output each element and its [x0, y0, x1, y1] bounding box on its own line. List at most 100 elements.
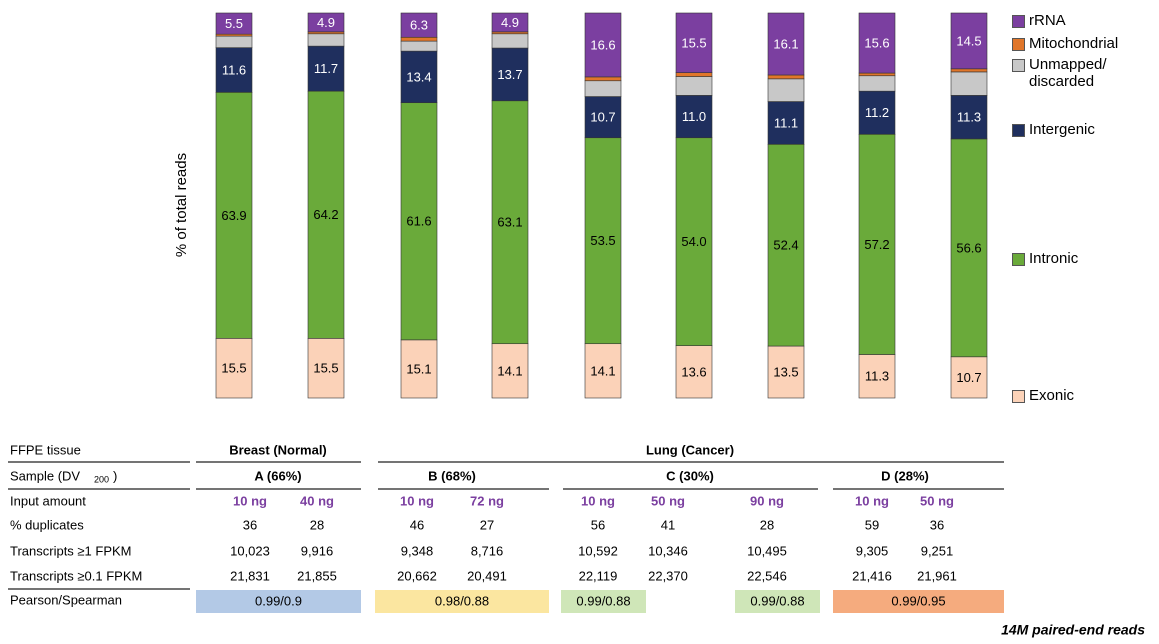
bar-segment	[858, 133, 896, 355]
bar-segment	[400, 40, 438, 52]
bar-segment	[950, 95, 988, 140]
legend-label: Intronic	[1029, 250, 1079, 267]
legend-swatch	[1012, 15, 1025, 28]
data-label: 15.1	[406, 361, 431, 376]
bar-segment	[215, 35, 253, 48]
table-cell: 36	[243, 517, 257, 532]
data-label: 11.1	[774, 115, 798, 130]
legend-label: Intergenic	[1029, 121, 1095, 138]
bar-segment	[307, 338, 345, 399]
table-cell: 0.99/0.9	[255, 593, 302, 608]
bar-segment	[767, 143, 805, 347]
bar-segment	[675, 95, 713, 139]
data-label: 11.3	[865, 369, 889, 384]
data-label: 6.3	[410, 18, 428, 33]
sample-header: D (28%)	[881, 468, 929, 483]
legend-label: Unmapped/ discarded	[1029, 56, 1107, 90]
row-label-sub: 200	[94, 474, 109, 484]
group-header: Lung (Cancer)	[646, 442, 734, 457]
row-label: Input amount	[10, 493, 86, 508]
bar-segment	[767, 74, 805, 80]
table-cell: 56	[591, 517, 605, 532]
data-label: 5.5	[225, 16, 243, 31]
cell-background	[833, 590, 1004, 613]
table-cell: 21,416	[852, 568, 892, 583]
bar-segment	[491, 12, 529, 33]
data-label: 15.6	[864, 35, 889, 50]
bar-segment	[858, 72, 896, 77]
bar-segment	[858, 75, 896, 92]
row-label: % duplicates	[10, 517, 84, 532]
table-cell: 27	[480, 517, 494, 532]
data-label: 13.5	[773, 364, 798, 379]
table-cell: 28	[760, 517, 774, 532]
data-label: 61.6	[406, 214, 431, 229]
table-cell: 50 ng	[651, 493, 685, 508]
legend-item: Unmapped/ discarded	[1012, 56, 1152, 90]
bar-segment	[307, 90, 345, 339]
bar-segment	[584, 137, 622, 345]
row-label: )	[113, 468, 117, 483]
data-label: 14.1	[590, 363, 615, 378]
bar-segment	[675, 12, 713, 73]
table-cell: 8,716	[471, 543, 504, 558]
table-cell: 9,251	[921, 543, 954, 558]
data-label: 56.6	[956, 240, 981, 255]
data-label: 57.2	[864, 237, 889, 252]
bar-segment	[400, 12, 438, 38]
data-label: 13.4	[406, 69, 431, 84]
table-cell: 9,305	[856, 543, 889, 558]
bar-segment	[584, 343, 622, 399]
table-cell: 0.99/0.88	[576, 593, 630, 608]
bar-segment	[491, 343, 529, 399]
legend-swatch	[1012, 124, 1025, 137]
bar-segment	[858, 90, 896, 135]
bar-segment	[491, 100, 529, 345]
bar-segment	[491, 47, 529, 102]
bar-segment	[767, 12, 805, 76]
legend-swatch	[1012, 253, 1025, 266]
data-label: 4.9	[501, 15, 519, 30]
data-label: 54.0	[681, 234, 706, 249]
bar-segment	[307, 12, 345, 33]
table-cell: 22,546	[747, 568, 787, 583]
table-cell: 46	[410, 517, 424, 532]
data-label: 14.1	[497, 363, 522, 378]
bar-segment	[675, 76, 713, 96]
table-cell: 72 ng	[470, 493, 504, 508]
table-cell: 21,961	[917, 568, 957, 583]
footnote: 14M paired-end reads	[1001, 622, 1145, 638]
row-label: Pearson/Spearman	[10, 592, 122, 607]
data-label: 11.0	[682, 109, 706, 124]
table-cell: 10,592	[578, 543, 618, 558]
bar-segment	[950, 12, 988, 70]
data-label: 15.5	[313, 361, 338, 376]
bar-segment	[858, 354, 896, 399]
data-label: 15.5	[221, 361, 246, 376]
legend-label: Exonic	[1029, 387, 1075, 404]
y-axis-label: % of total reads	[173, 153, 190, 257]
cell-background	[561, 590, 646, 613]
bar-segment	[584, 76, 622, 82]
table-cell: 20,491	[467, 568, 507, 583]
sample-header: A (66%)	[254, 468, 301, 483]
data-label: 10.7	[956, 370, 981, 385]
table-cell: 10,023	[230, 543, 270, 558]
legend-item: Exonic	[1012, 387, 1152, 404]
data-label: 63.1	[497, 215, 522, 230]
bar-segment	[584, 12, 622, 78]
legend-item: Intronic	[1012, 250, 1152, 267]
bar-segment	[400, 50, 438, 104]
cell-background	[196, 590, 361, 613]
table-cell: 90 ng	[750, 493, 784, 508]
bar-segment	[400, 339, 438, 399]
data-label: 11.2	[865, 105, 889, 120]
data-label: 64.2	[313, 207, 338, 222]
legend-item: rRNA	[1012, 12, 1152, 29]
data-label: 63.9	[221, 208, 246, 223]
legend-swatch	[1012, 38, 1025, 51]
table-cell: 10 ng	[400, 493, 434, 508]
data-label: 11.6	[222, 62, 246, 77]
